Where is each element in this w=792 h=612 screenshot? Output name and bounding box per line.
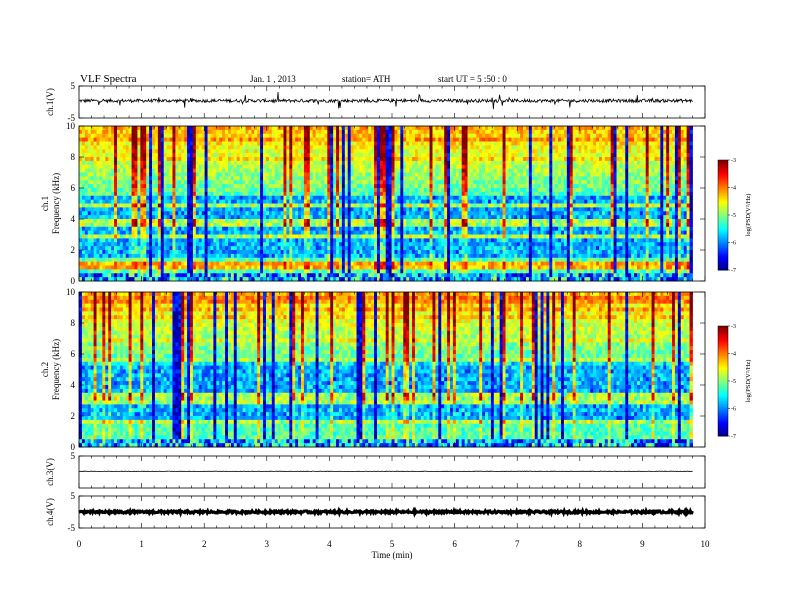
y-tick-label: 5 <box>71 81 76 91</box>
ch1-waveform-panel: 5 -5 ch.1(V) <box>45 81 706 123</box>
waveform-line-ch.1(V) <box>78 91 693 110</box>
y-tick-label: 0 <box>71 442 76 452</box>
x-tick-label: 7 <box>515 539 520 549</box>
colorbar-label: log(PSD(V²/Hz) <box>745 194 752 237</box>
x-tick-label: 1 <box>139 539 144 549</box>
x-tick-label: 2 <box>202 539 207 549</box>
y-tick-label: 8 <box>71 152 76 162</box>
ch3-waveform-panel: 5 ch.3(V) <box>45 451 706 489</box>
header-station: station= ATH <box>342 74 391 84</box>
x-tick-label: 0 <box>77 539 82 549</box>
y-axis-label: Frequency (kHz) <box>51 339 61 400</box>
x-tick-label: 4 <box>327 539 332 549</box>
colorbar-tick-label: -4 <box>731 186 736 192</box>
y-tick-label: 0 <box>71 276 76 286</box>
channel-label: ch.2 <box>40 362 50 377</box>
x-tick-label: 6 <box>452 539 457 549</box>
y-tick-label: -5 <box>68 113 76 123</box>
colorbar-tick-label: -6 <box>731 407 736 413</box>
y-axis-label: ch.4(V) <box>45 498 55 526</box>
spectrogram-cells <box>79 292 693 448</box>
colorbar-tick-label: -7 <box>731 268 736 274</box>
colorbar-tick-label: -6 <box>731 241 736 247</box>
colorbar-tick-label: -3 <box>731 158 736 164</box>
y-tick-label: 6 <box>71 349 76 359</box>
colorbar-tick-label: -7 <box>731 434 736 440</box>
y-tick-label: 8 <box>71 318 76 328</box>
time-axis: 0 1 2 3 4 5 6 7 8 9 10 <box>77 539 710 549</box>
y-axis-label: ch.3(V) <box>45 458 55 486</box>
colorbar-tick-label: -3 <box>731 324 736 330</box>
ch4-waveform-panel: 5 -5 ch.4(V) <box>45 491 706 533</box>
y-tick-label: 2 <box>71 411 76 421</box>
ch1-colorbar: -3 -4 -5 -6 -7 log(PSD(V²/Hz) <box>717 158 752 274</box>
header-date: Jan. 1 , 2013 <box>250 74 296 84</box>
colorbar-tick-label: -5 <box>731 379 736 385</box>
figure-title: VLF Spectra <box>80 73 137 85</box>
y-axis-label: Frequency (kHz) <box>51 173 61 234</box>
y-tick-label: 6 <box>71 183 76 193</box>
y-axis-label: ch.1(V) <box>45 88 55 116</box>
x-tick-label: 3 <box>265 539 270 549</box>
x-tick-label: 8 <box>578 539 583 549</box>
y-tick-label: 10 <box>66 287 76 297</box>
y-tick-label: 10 <box>66 121 76 131</box>
y-tick-label: 4 <box>71 214 76 224</box>
y-tick-label: 5 <box>71 491 76 501</box>
ch2-colorbar: -3 -4 -5 -6 -7 log(PSD(V²/Hz) <box>717 324 752 440</box>
x-tick-label: 5 <box>390 539 395 549</box>
waveform-line-ch.4(V) <box>78 506 694 519</box>
header-start-time: start UT = 5 :50 : 0 <box>438 74 507 84</box>
colorbar-label: log(PSD(V²/Hz) <box>745 360 752 403</box>
waveform-line-ch.3(V) <box>78 470 693 473</box>
ch1-spectrogram-panel: 0 2 4 6 8 10 ch.1 Frequency (kHz) <box>40 121 706 286</box>
ch2-spectrogram-panel: 0 2 4 6 8 10 ch.2 Frequency (kHz) <box>40 287 706 452</box>
channel-label: ch.1 <box>40 196 50 211</box>
y-tick-label: 5 <box>71 451 76 461</box>
colorbar-tick-label: -5 <box>731 213 736 219</box>
x-tick-label: 10 <box>701 539 711 549</box>
colorbar-tick-label: -4 <box>731 352 736 358</box>
x-tick-label: 9 <box>640 539 645 549</box>
y-tick-label: 4 <box>71 380 76 390</box>
x-axis-label: Time (min) <box>372 550 413 560</box>
y-tick-label: -5 <box>68 523 76 533</box>
spectrogram-cells <box>79 126 693 282</box>
y-tick-label: 2 <box>71 245 76 255</box>
